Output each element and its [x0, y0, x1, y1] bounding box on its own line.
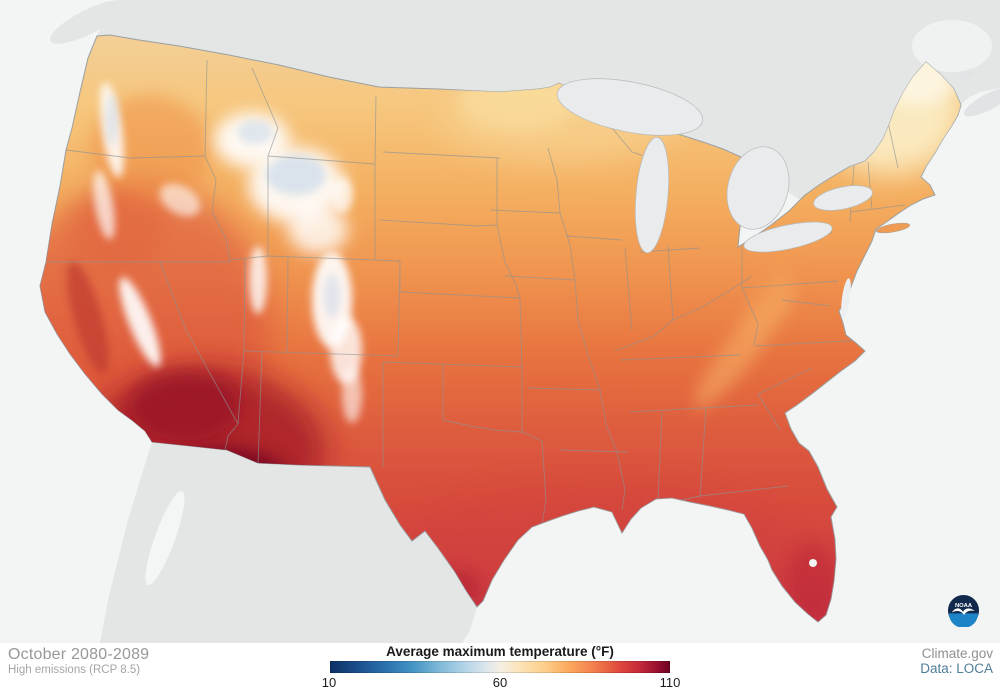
- noaa-logo-lower: [948, 613, 979, 627]
- colorbar: [330, 661, 670, 673]
- lake-erie: [743, 221, 833, 253]
- climate-gov-credit: Climate.gov: [921, 646, 993, 661]
- long-island: [875, 222, 911, 234]
- vancouver-island: [50, 0, 126, 44]
- chesapeake-bay: [841, 278, 851, 318]
- lake-superior: [556, 78, 704, 136]
- mexico-landmass: [100, 442, 477, 643]
- great-lakes: [556, 78, 873, 254]
- lake-huron: [726, 146, 790, 230]
- prince-edward-island: [957, 71, 975, 81]
- colorbar-tick-mid: 60: [492, 675, 508, 690]
- colorbar-tick-max: 110: [659, 675, 681, 690]
- mountain-snow-tint: [106, 94, 340, 318]
- gulf-of-st-lawrence: [912, 20, 992, 72]
- lake-michigan: [634, 136, 670, 254]
- lake-ontario: [813, 185, 873, 211]
- lake-okeechobee: [809, 559, 817, 567]
- state-borders: [46, 59, 906, 549]
- data-source-credit: Data: LOCA: [920, 661, 993, 676]
- emissions-scenario-label: High emissions (RCP 8.5): [8, 664, 141, 676]
- noaa-logo: NOAA: [947, 594, 980, 627]
- nova-scotia: [963, 87, 1000, 117]
- noaa-seagull-icon: [951, 608, 975, 615]
- noaa-logo-text: NOAA: [955, 603, 973, 609]
- legend-title: Average maximum temperature (°F): [386, 644, 614, 659]
- gulf-of-california: [145, 490, 185, 586]
- colorbar-tick-min: 10: [321, 675, 337, 690]
- time-period-label: October 2080-2089: [8, 646, 150, 663]
